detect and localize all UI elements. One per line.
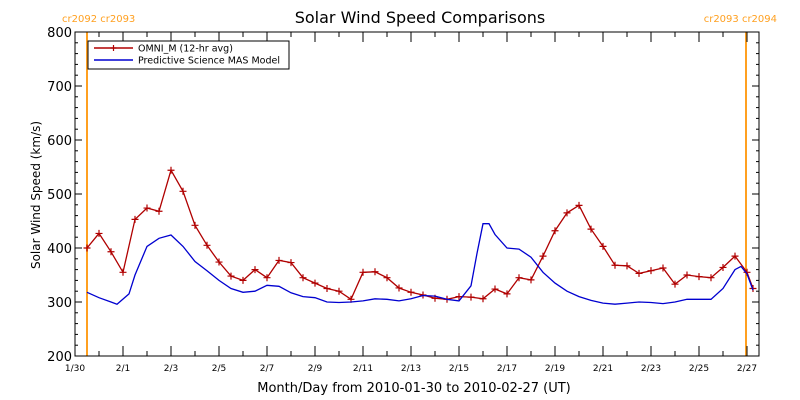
- carrington-marker-label: cr2092 cr2093: [62, 14, 135, 25]
- legend-label-0: OMNI_M (12-hr avg): [138, 44, 233, 55]
- omni-data-point: [587, 225, 595, 233]
- legend-box: [87, 40, 290, 70]
- omni-data-point: [455, 293, 463, 301]
- omni-data-point: [131, 215, 139, 223]
- omni-data-point: [635, 269, 643, 277]
- omni-data-point: [299, 274, 307, 282]
- x-tick-label: 2/11: [353, 364, 373, 374]
- x-tick-label: 2/5: [212, 364, 226, 374]
- omni-data-point: [491, 285, 499, 293]
- omni-data-point: [251, 266, 259, 274]
- omni-data-point: [683, 271, 691, 279]
- x-tick-label: 2/25: [689, 364, 709, 374]
- y-tick-label: 800: [47, 26, 72, 41]
- omni-data-point: [203, 241, 211, 249]
- omni-data-point: [707, 274, 715, 282]
- x-tick-label: 2/7: [260, 364, 274, 374]
- omni-data-point: [395, 284, 403, 292]
- y-tick-label: 300: [47, 296, 72, 311]
- omni-data-point: [719, 263, 727, 271]
- omni-data-point: [323, 285, 331, 292]
- omni-data-point: [527, 276, 535, 284]
- omni-data-point: [611, 261, 619, 269]
- omni-data-point: [731, 252, 739, 260]
- series-line-mas-model: [86, 223, 754, 305]
- x-tick-label: 2/27: [737, 364, 757, 374]
- x-tick-label: 1/30: [65, 364, 85, 374]
- omni-data-point: [407, 288, 415, 296]
- omni-data-point: [215, 258, 223, 266]
- omni-data-point: [239, 276, 247, 284]
- omni-data-point: [551, 227, 559, 235]
- omni-data-point: [539, 252, 547, 260]
- omni-data-point: [191, 221, 199, 229]
- x-tick-label: 2/19: [545, 364, 565, 374]
- omni-data-point: [143, 204, 151, 212]
- omni-data-point: [467, 293, 475, 301]
- omni-data-point: [311, 279, 319, 287]
- axis-layer: 200 300 400 500 600 700 800 1/30 2/1 2/3 2/5 2/7 2/9…: [47, 26, 759, 374]
- x-axis-label: Month/Day from 2010-01-30 to 2010-02-27 …: [257, 381, 570, 396]
- y-tick-label: 500: [47, 188, 72, 203]
- omni-data-point: [179, 187, 187, 195]
- omni-data-point: [359, 268, 367, 276]
- omni-data-point: [671, 280, 679, 288]
- legend-label-1: Predictive Science MAS Model: [138, 56, 280, 67]
- omni-data-point: [623, 262, 631, 270]
- x-tick-label: 2/15: [449, 364, 469, 374]
- omni-data-point: [515, 274, 523, 282]
- omni-data-point: [119, 268, 127, 276]
- legend-marker-0: [110, 45, 117, 51]
- omni-data-point: [383, 274, 391, 282]
- omni-data-point: [275, 256, 283, 264]
- omni-data-point: [287, 259, 295, 267]
- omni-data-point: [695, 273, 703, 281]
- omni-data-point: [227, 272, 235, 280]
- omni-data-point: [647, 267, 655, 275]
- y-tick-label: 700: [47, 80, 72, 95]
- omni-data-point: [371, 268, 379, 276]
- x-tick-label: 2/17: [497, 364, 517, 374]
- x-tick-label: 2/9: [308, 364, 323, 374]
- y-tick-label: 400: [47, 242, 72, 257]
- omni-data-point: [599, 242, 607, 250]
- chart-title: Solar Wind Speed Comparisons: [295, 8, 546, 27]
- omni-data-point: [563, 209, 571, 217]
- carrington-marker-label: cr2093 cr2094: [704, 14, 777, 25]
- series-layer: [83, 166, 757, 305]
- y-axis-label: Solar Wind Speed (km/s): [29, 121, 43, 269]
- x-tick-label: 2/3: [164, 364, 178, 374]
- carrington-markers: cr2092 cr2093 cr2093 cr2094: [62, 14, 777, 356]
- omni-data-point: [335, 287, 343, 295]
- omni-data-point: [263, 274, 271, 282]
- omni-data-point: [83, 244, 91, 252]
- x-tick-label: 2/21: [593, 364, 613, 374]
- y-tick-label: 200: [47, 350, 72, 365]
- omni-data-point: [503, 290, 511, 298]
- omni-data-point: [167, 166, 175, 174]
- x-tick-label: 2/1: [116, 364, 130, 374]
- legend: OMNI_M (12-hr avg)Predictive Science MAS…: [87, 40, 290, 70]
- x-tick-label: 2/13: [401, 364, 421, 374]
- x-tick-label: 2/23: [641, 364, 661, 374]
- omni-data-point: [575, 201, 583, 209]
- omni-data-point: [659, 264, 667, 272]
- omni-data-point: [479, 295, 487, 303]
- omni-data-point: [155, 207, 163, 215]
- omni-data-point: [95, 229, 103, 237]
- omni-data-point: [107, 248, 115, 256]
- y-tick-label: 600: [47, 134, 72, 149]
